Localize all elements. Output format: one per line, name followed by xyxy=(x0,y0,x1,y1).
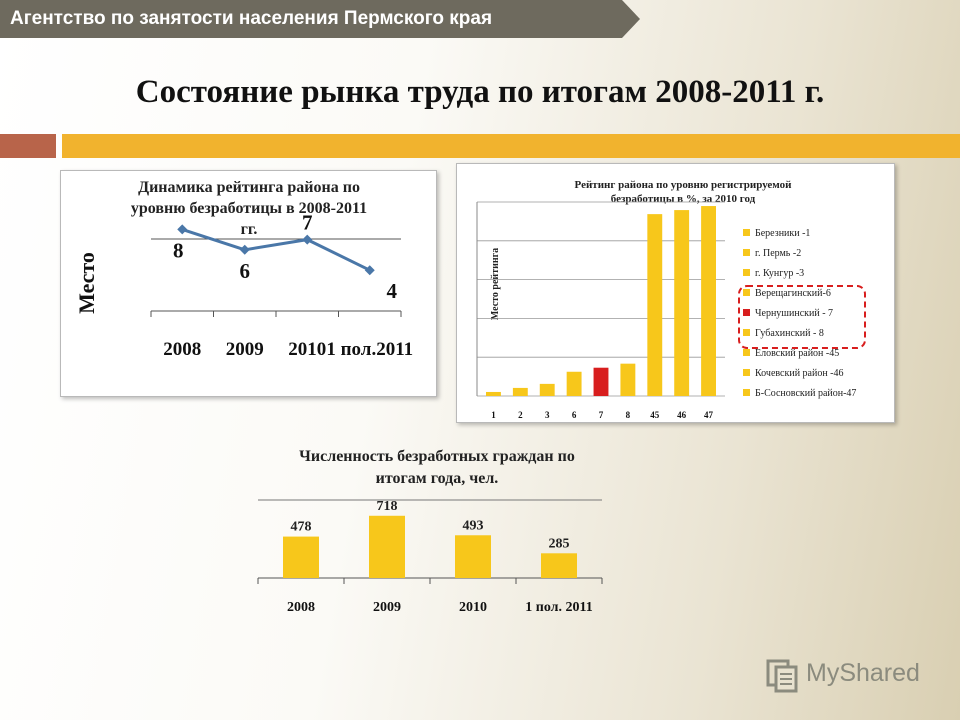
x-tick-label: 2008 xyxy=(287,600,315,615)
chart3-title-line2: итогам года, чел. xyxy=(376,470,499,487)
rating-bar xyxy=(701,206,716,396)
x-tick-label: 8 xyxy=(626,410,631,420)
rating-series-line xyxy=(181,227,371,272)
header-banner xyxy=(0,0,640,38)
legend-swatch xyxy=(743,289,750,296)
x-tick-label: 46 xyxy=(677,410,687,420)
document-stack-icon xyxy=(766,659,798,693)
x-tick-label: 1 xyxy=(491,410,496,420)
chart2-title-line1: Рейтинг района по уровню регистрируемой xyxy=(575,179,793,191)
chart2-y-axis-label: Место рейтинга xyxy=(490,248,501,320)
unemployed-bar xyxy=(283,536,319,578)
rating-2010-panel: Рейтинг района по уровню регистрируемой … xyxy=(456,163,895,423)
highlight-box xyxy=(738,285,866,349)
unemployed-count-chart: Численность безработных граждан по итога… xyxy=(257,448,603,615)
chart1-title-line3: гг. xyxy=(241,221,258,238)
unemployed-bar xyxy=(455,535,491,578)
legend-entry: Губахинский - 8 xyxy=(755,328,824,339)
x-tick-label: 7 xyxy=(599,410,604,420)
x-tick-label: 45 xyxy=(650,410,660,420)
legend-entry: г. Пермь -2 xyxy=(755,248,801,259)
legend-swatch xyxy=(743,389,750,396)
unemployed-data-label: 285 xyxy=(549,536,570,551)
legend-entry: Б-Сосновский район-47 xyxy=(755,388,856,399)
legend-entry: Березники -1 xyxy=(755,228,810,239)
unemployed-data-label: 493 xyxy=(463,518,484,533)
rating-point xyxy=(302,234,313,245)
legend-entry: Еловский район -45 xyxy=(755,348,839,359)
x-tick-label: 2009 xyxy=(373,600,401,615)
chart1-title-line2: уровню безработицы в 2008-2011 xyxy=(131,200,367,217)
legend-swatch xyxy=(743,329,750,336)
rating-bar xyxy=(512,387,528,396)
legend-entry: г. Кунгур -3 xyxy=(755,268,804,279)
legend-swatch xyxy=(743,269,750,276)
legend-entry: Чернушинский - 7 xyxy=(755,308,833,319)
x-tick-label: 2008 xyxy=(163,339,201,360)
legend-entry: Кочевский район -46 xyxy=(755,368,844,379)
legend-entry: Верещагинский-6 xyxy=(755,288,831,299)
x-tick-label: 1 пол.2011 xyxy=(326,339,413,360)
unemployed-bar xyxy=(369,515,405,578)
x-tick-label: 2010 xyxy=(288,339,326,360)
rating-2010-chart: Рейтинг района по уровню регистрируемой … xyxy=(476,179,866,420)
rating-point xyxy=(239,244,250,255)
rating-dynamics-chart: Динамика рейтинга района по уровню безра… xyxy=(74,179,413,360)
unemployed-data-label: 478 xyxy=(291,520,312,535)
chart1-y-axis-label: Место xyxy=(74,252,99,314)
divider-bar-right xyxy=(62,134,960,158)
x-tick-label: 1 пол. 2011 xyxy=(525,600,592,615)
rating-point xyxy=(177,224,188,235)
x-tick-label: 2 xyxy=(518,410,523,420)
x-tick-label: 2009 xyxy=(226,339,264,360)
rating-bar xyxy=(486,391,501,396)
rating-point xyxy=(364,265,375,276)
myshared-logo: MyShared xyxy=(766,655,926,695)
rating-dynamics-panel: Динамика рейтинга района по уровню безра… xyxy=(60,170,437,397)
unemployed-bar xyxy=(541,553,577,578)
rating-bar xyxy=(674,210,690,396)
rating-data-label: 7 xyxy=(302,211,313,235)
logo-text: MyShared xyxy=(806,659,920,687)
rating-bar xyxy=(539,383,555,396)
rating-data-label: 4 xyxy=(387,279,398,303)
rating-data-label: 8 xyxy=(173,238,184,262)
unemployed-data-label: 718 xyxy=(377,499,398,514)
divider-bar-left xyxy=(0,134,56,158)
x-tick-label: 47 xyxy=(704,410,714,420)
x-tick-label: 6 xyxy=(572,410,577,420)
legend-swatch xyxy=(743,249,750,256)
legend-swatch xyxy=(743,309,750,316)
slide-title: Состояние рынка труда по итогам 2008-201… xyxy=(135,74,825,110)
chart3-title-line1: Численность безработных граждан по xyxy=(299,448,575,465)
rating-data-label: 6 xyxy=(240,259,251,283)
rating-bar xyxy=(593,367,609,396)
legend-swatch xyxy=(743,229,750,236)
rating-bar xyxy=(620,363,636,396)
legend-swatch xyxy=(743,369,750,376)
rating-bar xyxy=(566,371,582,396)
x-tick-label: 2010 xyxy=(459,600,487,615)
agency-name: Агентство по занятости населения Пермско… xyxy=(10,8,493,29)
chart2-title-line2: безработицы в %, за 2010 год xyxy=(611,193,756,205)
x-tick-label: 3 xyxy=(545,410,550,420)
rating-bar xyxy=(647,214,663,396)
legend-swatch xyxy=(743,349,750,356)
chart1-title-line1: Динамика рейтинга района по xyxy=(138,179,360,196)
